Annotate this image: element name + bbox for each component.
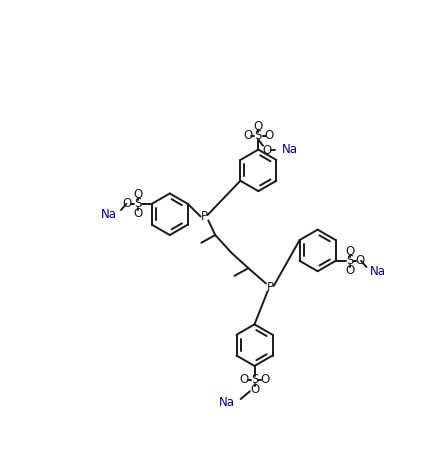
Text: Na: Na: [370, 265, 386, 278]
Text: Na: Na: [282, 143, 297, 156]
Text: O: O: [356, 254, 365, 267]
Text: S: S: [251, 373, 258, 386]
Text: Na: Na: [100, 208, 117, 221]
Text: O: O: [250, 383, 259, 396]
Text: S: S: [134, 197, 141, 211]
Text: O: O: [261, 373, 270, 386]
Text: P: P: [201, 210, 208, 223]
Text: O: O: [262, 144, 272, 157]
Text: O: O: [265, 129, 274, 142]
Text: S: S: [254, 129, 262, 142]
Text: P: P: [266, 281, 273, 294]
Text: S: S: [346, 254, 353, 267]
Text: O: O: [243, 129, 252, 142]
Text: O: O: [133, 188, 142, 201]
Text: O: O: [345, 245, 354, 258]
Text: O: O: [239, 373, 248, 386]
Text: Na: Na: [219, 396, 235, 409]
Text: O: O: [254, 120, 263, 133]
Text: O: O: [345, 264, 354, 276]
Text: O: O: [123, 197, 132, 211]
Text: O: O: [133, 207, 142, 219]
